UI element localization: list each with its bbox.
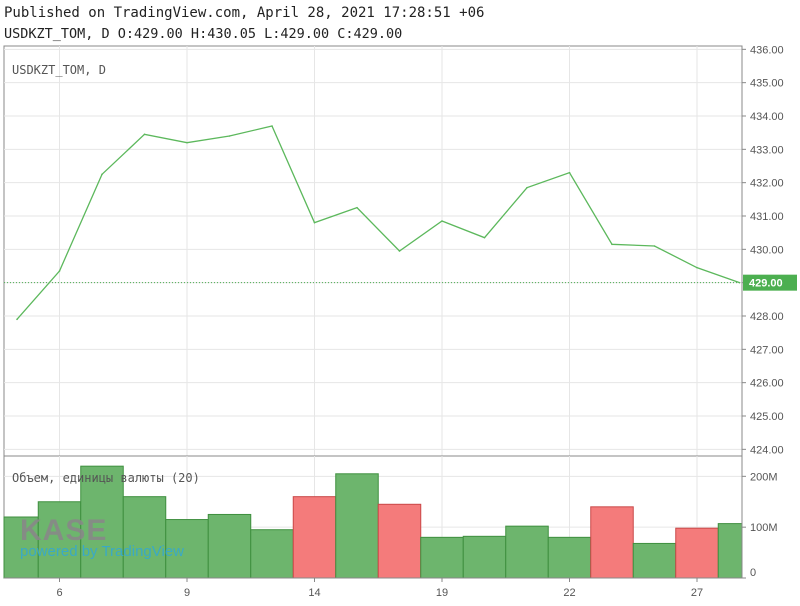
price-point — [58, 270, 61, 272]
volume-bar — [505, 525, 549, 579]
price-tick-label: 426.00 — [750, 378, 784, 390]
price-tick-label: 434.00 — [750, 111, 784, 123]
x-tick-label: 27 — [691, 587, 703, 599]
ohlc-header: USDKZT_TOM, D O:429.00 H:430.05 L:429.00… — [4, 26, 403, 42]
volume-bar — [632, 542, 677, 579]
volume-tick-label: 0 — [750, 567, 756, 579]
volume-tick-label: 200M — [750, 471, 778, 483]
price-point — [568, 171, 571, 174]
axes: 424.00 425.00 426.00 427.00 428.00 429.00 430.… — [4, 44, 797, 599]
price-point — [186, 141, 188, 144]
price-tick-label: 436.00 — [750, 44, 784, 56]
volume-bar — [292, 496, 337, 579]
price-point — [356, 206, 358, 209]
price-tick-label: 431.00 — [750, 211, 784, 223]
price-series-line — [16, 125, 740, 320]
volume-bar — [675, 527, 719, 579]
volume-panel-title: Объем, единицы валюты (20) — [12, 471, 200, 485]
price-panel: USDKZT_TOM, D — [3, 45, 743, 457]
price-point — [398, 250, 401, 252]
volume-bar — [462, 535, 507, 579]
powered-by-watermark: powered by TradingView — [20, 543, 184, 560]
price-tick-label: 424.00 — [750, 444, 784, 456]
volume-bar — [717, 523, 743, 579]
x-tick-label: 22 — [563, 587, 575, 599]
volume-panel: Объем, единицы валюты (20) — [3, 455, 743, 579]
price-point — [16, 318, 18, 321]
x-tick-label: 6 — [56, 587, 62, 599]
volume-bar — [3, 516, 39, 579]
last-value-badge — [743, 274, 797, 291]
x-tick-label: 9 — [184, 587, 190, 599]
x-tick-label: 19 — [436, 587, 448, 599]
price-point — [611, 243, 613, 246]
price-point — [483, 236, 486, 239]
volume-bar — [335, 473, 379, 579]
price-frame — [3, 45, 743, 457]
volume-bar — [250, 529, 294, 579]
price-tick-label: 432.00 — [750, 178, 784, 190]
price-point — [653, 245, 656, 247]
price-tick-label: 427.00 — [750, 344, 784, 356]
volume-bar — [590, 506, 634, 579]
x-tick-label: 14 — [308, 587, 320, 599]
price-tick-label: 433.00 — [750, 144, 784, 156]
price-tick-label: 430.00 — [750, 244, 784, 256]
price-point — [271, 125, 273, 127]
last-value-label: 429.00 — [749, 278, 783, 290]
published-header: Published on TradingView.com, April 28, … — [4, 5, 485, 21]
volume-bar — [37, 501, 82, 579]
price-tick-label: 425.00 — [750, 411, 784, 423]
price-tick-label: 428.00 — [750, 311, 784, 323]
volume-bar — [420, 536, 464, 579]
price-panel-title: USDKZT_TOM, D — [12, 63, 106, 77]
price-point — [101, 173, 103, 176]
price-point — [696, 266, 698, 269]
price-point — [143, 133, 146, 136]
volume-bar — [207, 513, 252, 579]
price-point — [228, 135, 231, 137]
price-point — [313, 221, 316, 224]
volume-bar — [547, 536, 592, 579]
volume-tick-label: 100M — [750, 522, 778, 534]
kase-watermark: KASE — [20, 514, 108, 547]
volume-bar — [122, 496, 167, 579]
price-point — [526, 186, 528, 189]
price-point — [441, 220, 443, 222]
price-tick-label: 435.00 — [750, 78, 784, 90]
volume-bar — [377, 503, 422, 579]
price-point — [738, 281, 741, 284]
